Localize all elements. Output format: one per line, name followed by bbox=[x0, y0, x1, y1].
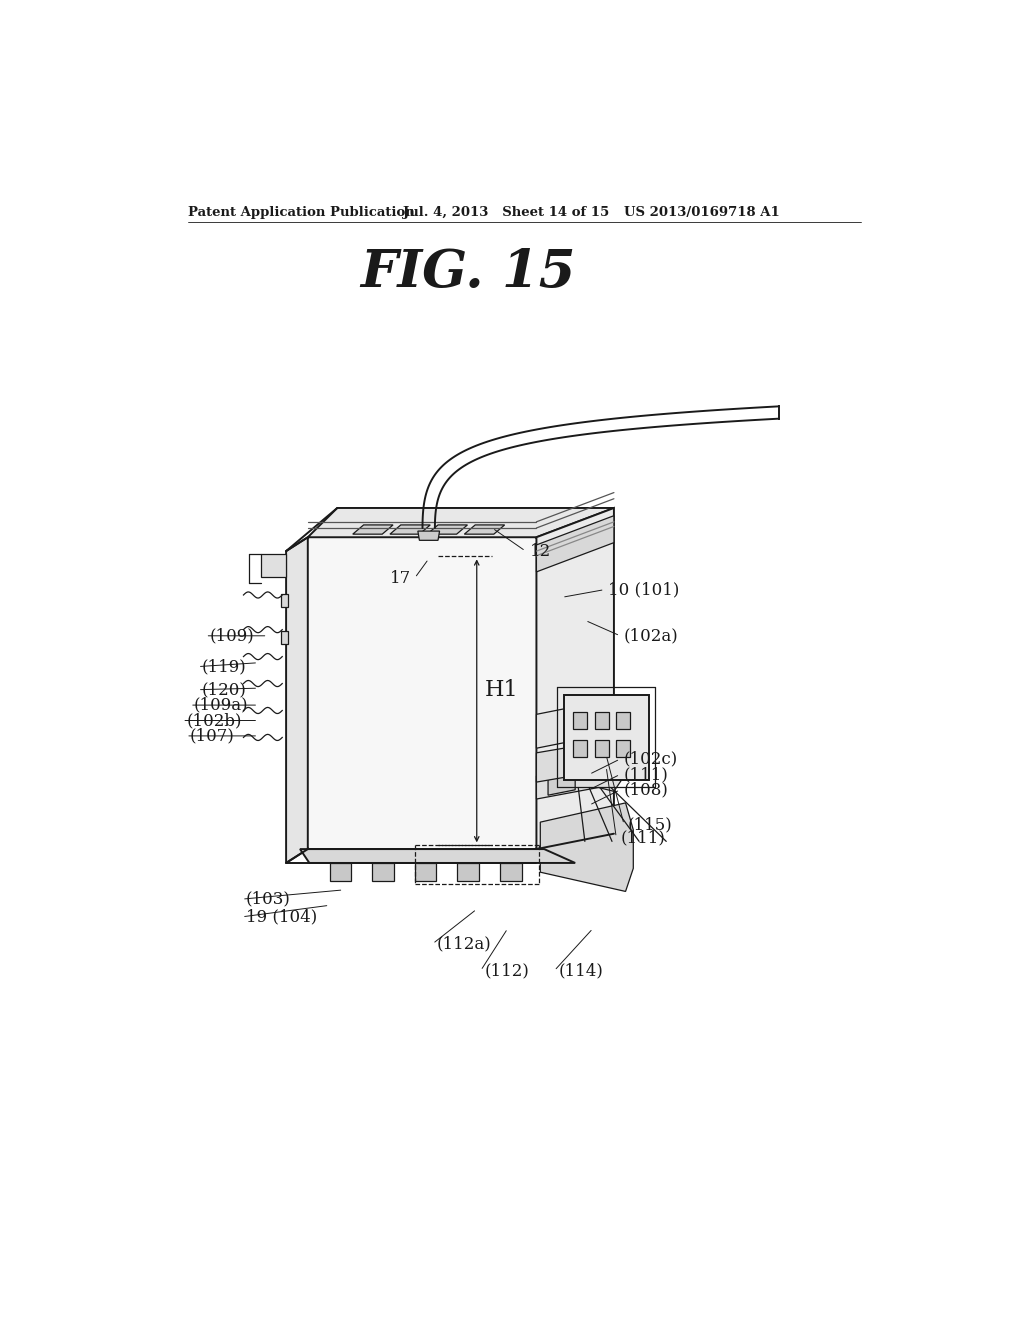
Polygon shape bbox=[548, 774, 575, 795]
Polygon shape bbox=[282, 594, 288, 607]
Text: (109a): (109a) bbox=[194, 697, 249, 714]
Text: Patent Application Publication: Patent Application Publication bbox=[188, 206, 415, 219]
Polygon shape bbox=[572, 711, 587, 729]
Polygon shape bbox=[427, 525, 467, 535]
Polygon shape bbox=[261, 554, 286, 577]
Text: 10 (101): 10 (101) bbox=[608, 581, 680, 598]
Polygon shape bbox=[330, 863, 351, 882]
Text: (108): (108) bbox=[624, 781, 669, 799]
Polygon shape bbox=[572, 739, 587, 756]
Polygon shape bbox=[537, 516, 614, 572]
Polygon shape bbox=[537, 764, 622, 799]
Text: (102a): (102a) bbox=[624, 627, 679, 644]
Text: (119): (119) bbox=[202, 659, 247, 675]
Polygon shape bbox=[616, 739, 630, 756]
Polygon shape bbox=[372, 863, 394, 882]
Polygon shape bbox=[308, 508, 614, 537]
Text: (114): (114) bbox=[558, 962, 603, 979]
Polygon shape bbox=[541, 803, 633, 891]
Text: (112): (112) bbox=[484, 962, 529, 979]
FancyBboxPatch shape bbox=[306, 536, 538, 850]
Text: (112a): (112a) bbox=[436, 936, 492, 952]
Polygon shape bbox=[390, 525, 430, 535]
Polygon shape bbox=[352, 525, 393, 535]
Text: US 2013/0169718 A1: US 2013/0169718 A1 bbox=[624, 206, 779, 219]
Text: Jul. 4, 2013   Sheet 14 of 15: Jul. 4, 2013 Sheet 14 of 15 bbox=[403, 206, 609, 219]
Polygon shape bbox=[500, 863, 521, 882]
Polygon shape bbox=[464, 525, 505, 535]
Polygon shape bbox=[282, 631, 288, 644]
Text: (120): (120) bbox=[202, 681, 247, 698]
Text: 12: 12 bbox=[529, 543, 551, 560]
Polygon shape bbox=[616, 711, 630, 729]
Polygon shape bbox=[300, 849, 575, 863]
Text: (115): (115) bbox=[628, 816, 673, 833]
Polygon shape bbox=[537, 697, 622, 748]
Text: (111): (111) bbox=[621, 829, 665, 846]
Text: (111): (111) bbox=[624, 766, 669, 783]
Text: FIG. 15: FIG. 15 bbox=[360, 247, 575, 298]
Text: (102b): (102b) bbox=[186, 711, 242, 729]
Polygon shape bbox=[595, 739, 608, 756]
Text: (107): (107) bbox=[190, 727, 234, 744]
Polygon shape bbox=[537, 739, 617, 781]
Polygon shape bbox=[286, 537, 308, 863]
Polygon shape bbox=[415, 863, 436, 882]
Text: (102c): (102c) bbox=[624, 751, 678, 767]
Polygon shape bbox=[458, 863, 479, 882]
Polygon shape bbox=[418, 531, 439, 540]
Text: (103): (103) bbox=[246, 891, 291, 908]
Polygon shape bbox=[595, 711, 608, 729]
Text: H1: H1 bbox=[484, 678, 518, 701]
Polygon shape bbox=[537, 508, 614, 849]
Text: 19 (104): 19 (104) bbox=[246, 908, 317, 925]
Polygon shape bbox=[563, 696, 649, 780]
Text: (109): (109) bbox=[209, 627, 254, 644]
Text: 17: 17 bbox=[389, 569, 411, 586]
